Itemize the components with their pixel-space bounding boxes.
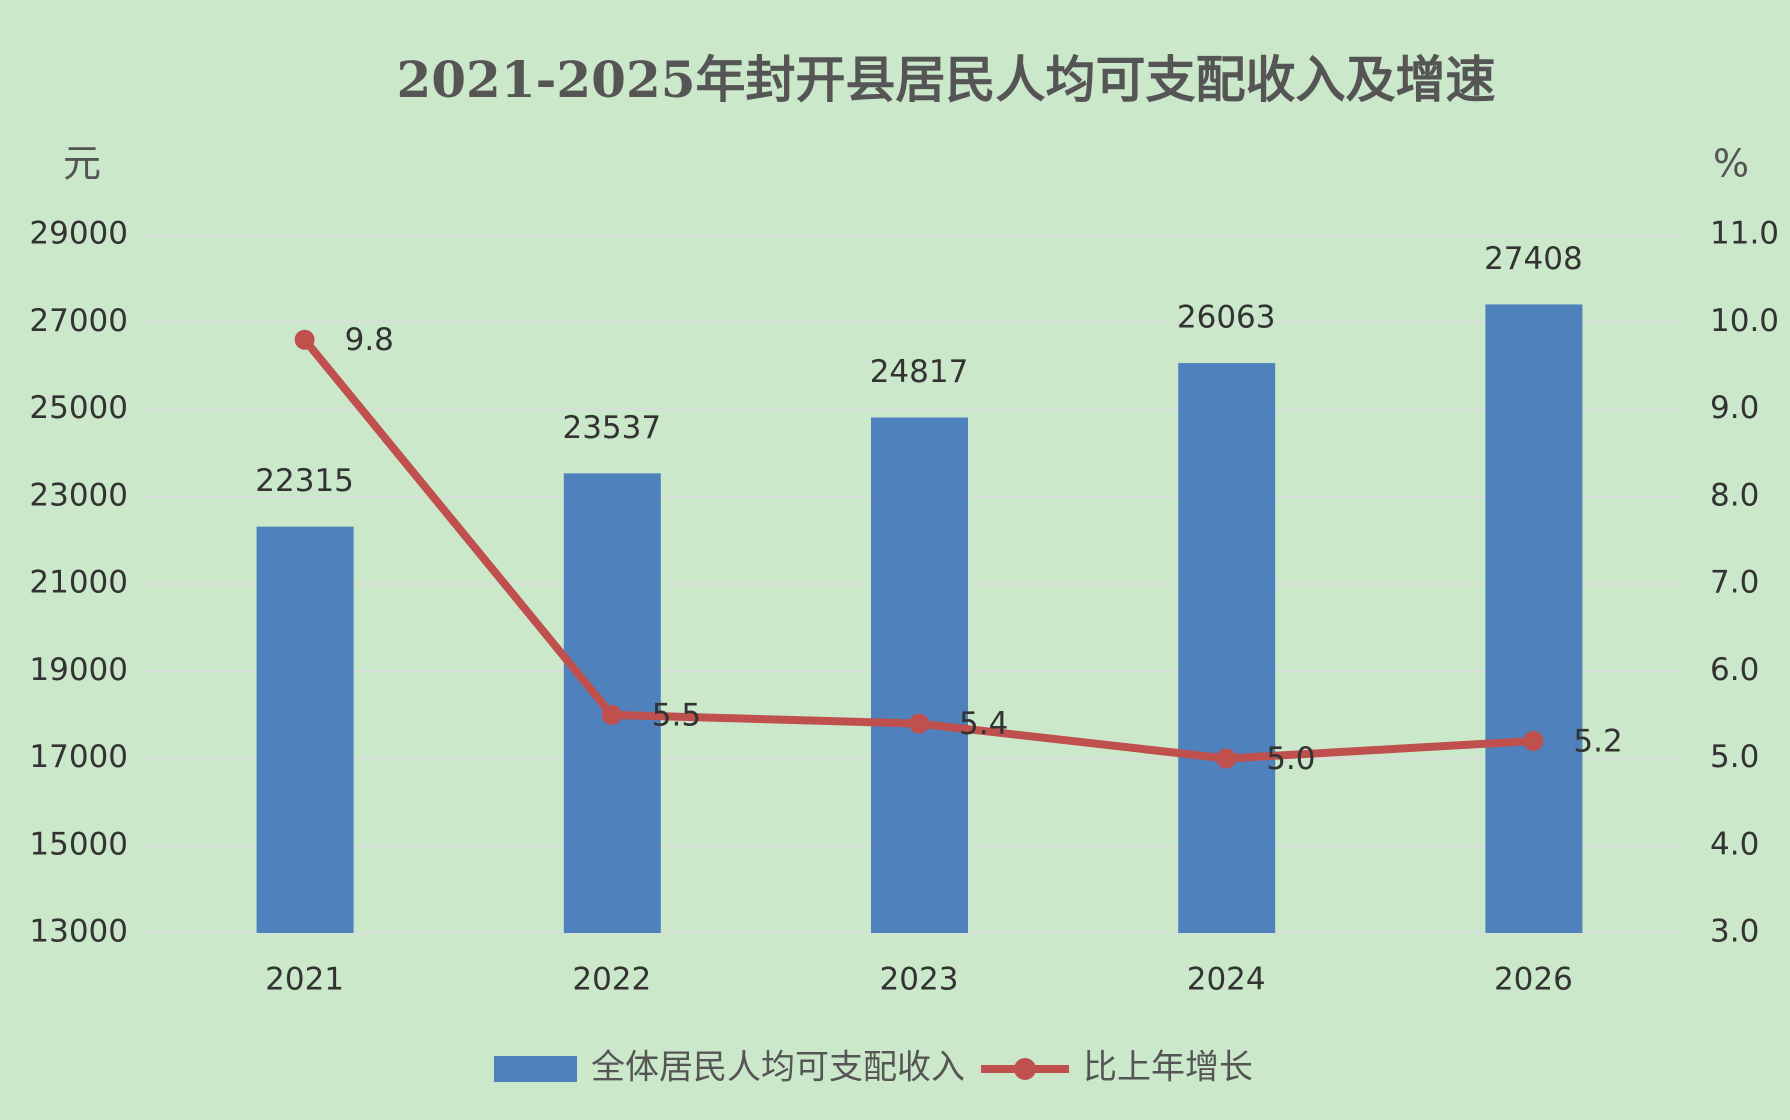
y2-tick-label: 4.0: [1710, 826, 1759, 862]
y2-axis-label: %: [1713, 142, 1749, 186]
bar-value-label: 26063: [1177, 300, 1276, 336]
y2-tick-label: 3.0: [1710, 914, 1759, 950]
line-marker: [1216, 748, 1237, 769]
line-marker: [909, 713, 929, 734]
chart-title: 2021-2025年封开县居民人均可支配收入及增速: [396, 50, 1495, 109]
bar: [1485, 304, 1583, 933]
line-value-label: 5.0: [1266, 741, 1315, 777]
line-marker: [1523, 731, 1544, 752]
line-value-label: 5.2: [1573, 724, 1622, 760]
x-tick-label: 2026: [1494, 962, 1573, 998]
y2-tick-label: 7.0: [1710, 565, 1759, 601]
x-tick-label: 2024: [1187, 962, 1266, 998]
y2-tick-label: 10.0: [1710, 303, 1779, 339]
bar: [1178, 363, 1276, 934]
bar-value-label: 22315: [255, 463, 354, 499]
x-tick-label: 2021: [265, 962, 344, 998]
line-marker: [294, 329, 315, 350]
y2-tick-label: 9.0: [1710, 390, 1759, 426]
line-value-label: 9.8: [345, 322, 394, 358]
y2-tick-label: 5.0: [1710, 739, 1759, 775]
bar-value-label: 24817: [870, 354, 969, 390]
legend-swatch: [494, 1056, 577, 1082]
bar-value-label: 27408: [1484, 241, 1583, 277]
y-tick-label: 29000: [29, 216, 128, 252]
y-tick-label: 19000: [29, 652, 128, 688]
y-tick-label: 25000: [29, 390, 128, 426]
bar-value-label: 23537: [562, 410, 661, 446]
line-marker: [601, 704, 622, 725]
y-axis-label: 元: [63, 142, 101, 186]
bar: [256, 526, 354, 933]
y2-tick-label: 8.0: [1710, 477, 1759, 513]
legend-label: 全体居民人均可支配收入: [591, 1048, 965, 1088]
bar: [563, 473, 661, 933]
y-tick-label: 13000: [29, 914, 128, 950]
x-tick-label: 2023: [880, 962, 959, 998]
y2-tick-label: 6.0: [1710, 652, 1759, 688]
y-tick-label: 15000: [29, 826, 128, 862]
y-tick-label: 21000: [29, 565, 128, 601]
y-tick-label: 17000: [29, 739, 128, 775]
line-value-label: 5.4: [959, 706, 1008, 742]
bar: [871, 417, 968, 933]
y2-tick-label: 11.0: [1710, 216, 1779, 252]
x-tick-label: 2022: [572, 962, 651, 998]
legend-label: 比上年增长: [1083, 1048, 1253, 1088]
y-tick-label: 27000: [29, 303, 128, 339]
legend-swatch: [1014, 1058, 1036, 1080]
line-value-label: 5.5: [652, 697, 701, 733]
y-tick-label: 23000: [29, 477, 128, 513]
